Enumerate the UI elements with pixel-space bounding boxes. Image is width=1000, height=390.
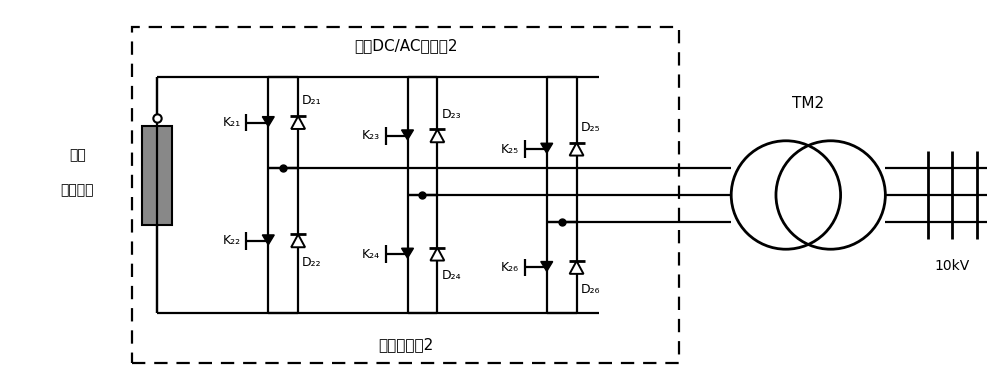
Bar (142, 126, 172, 225)
Text: 储能变流器2: 储能变流器2 (378, 337, 433, 352)
Text: K₂₄: K₂₄ (362, 248, 380, 261)
Polygon shape (262, 117, 274, 126)
Polygon shape (570, 261, 584, 274)
Polygon shape (570, 143, 584, 156)
Text: K₂₆: K₂₆ (501, 261, 519, 274)
Polygon shape (430, 129, 444, 142)
Polygon shape (541, 143, 553, 153)
Polygon shape (262, 235, 274, 245)
Text: 磷酸: 磷酸 (69, 149, 86, 163)
Text: D₂₅: D₂₅ (581, 121, 600, 134)
Polygon shape (430, 248, 444, 261)
Text: K₂₁: K₂₁ (222, 116, 240, 129)
Text: 铁锂电池: 铁锂电池 (61, 183, 94, 197)
Polygon shape (291, 234, 305, 247)
Text: D₂₂: D₂₂ (302, 256, 322, 269)
Polygon shape (291, 116, 305, 129)
Polygon shape (541, 262, 553, 271)
Text: 10kV: 10kV (935, 259, 970, 273)
Polygon shape (402, 248, 413, 258)
Text: D₂₃: D₂₃ (441, 108, 461, 121)
Text: D₂₁: D₂₁ (302, 94, 322, 107)
Text: K₂₃: K₂₃ (362, 129, 380, 142)
Text: D₂₄: D₂₄ (441, 269, 461, 282)
Text: D₂₆: D₂₆ (581, 283, 600, 296)
Text: K₂₅: K₂₅ (501, 143, 519, 156)
Text: 双向DC/AC变流器2: 双向DC/AC变流器2 (354, 38, 457, 53)
Polygon shape (402, 130, 413, 140)
Text: K₂₂: K₂₂ (222, 234, 240, 247)
Text: TM2: TM2 (792, 96, 824, 111)
